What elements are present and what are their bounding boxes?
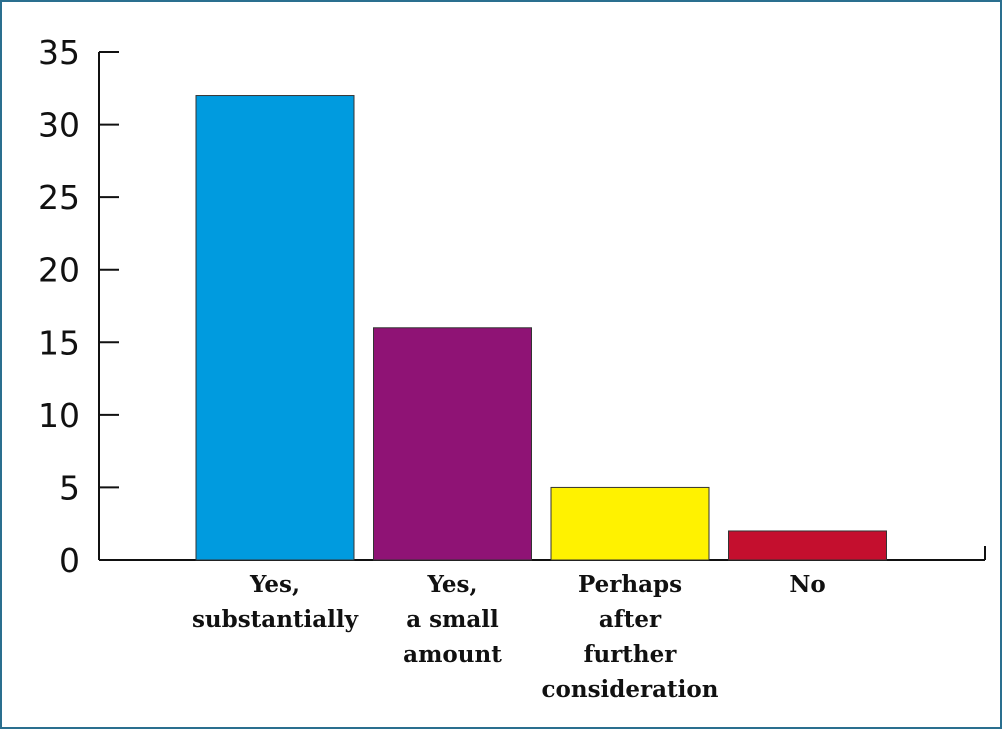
- y-tick-label: 15: [38, 323, 80, 362]
- bar: [373, 327, 532, 561]
- x-category-label: Yes, a small amount: [403, 571, 502, 668]
- x-category-label-line: after: [599, 606, 662, 633]
- x-category-label-line: Yes,: [249, 571, 300, 598]
- x-category-label: Yes, substantially: [192, 571, 359, 633]
- x-category-label: Perhaps after further consideration: [542, 571, 719, 703]
- x-category-label: No: [789, 571, 825, 598]
- x-category-labels: Yes, substantially Yes, a small amount Perhap…: [192, 571, 826, 703]
- bar: [195, 95, 355, 561]
- y-tick-label: 25: [38, 178, 80, 217]
- x-category-label-line: No: [789, 571, 825, 598]
- bar: [550, 486, 710, 561]
- x-category-label-line: substantially: [192, 606, 359, 633]
- x-category-label-line: consideration: [542, 676, 719, 703]
- x-category-label-line: further: [584, 641, 678, 668]
- y-tick-label: 30: [38, 106, 80, 145]
- x-category-label-line: Perhaps: [578, 571, 682, 598]
- y-tick-label: 35: [38, 33, 80, 72]
- y-tick-label: 0: [59, 541, 80, 580]
- bar: [728, 530, 887, 561]
- x-category-label-line: amount: [403, 641, 502, 668]
- y-tick-labels: 0 5 10 15 20 25 30 35: [38, 33, 80, 580]
- y-tick-label: 10: [38, 396, 80, 435]
- x-category-label-line: Yes,: [426, 571, 477, 598]
- y-tick-label: 5: [59, 468, 80, 507]
- bars: [195, 95, 887, 561]
- y-tick-label: 20: [38, 251, 80, 290]
- x-category-label-line: a small: [406, 606, 499, 633]
